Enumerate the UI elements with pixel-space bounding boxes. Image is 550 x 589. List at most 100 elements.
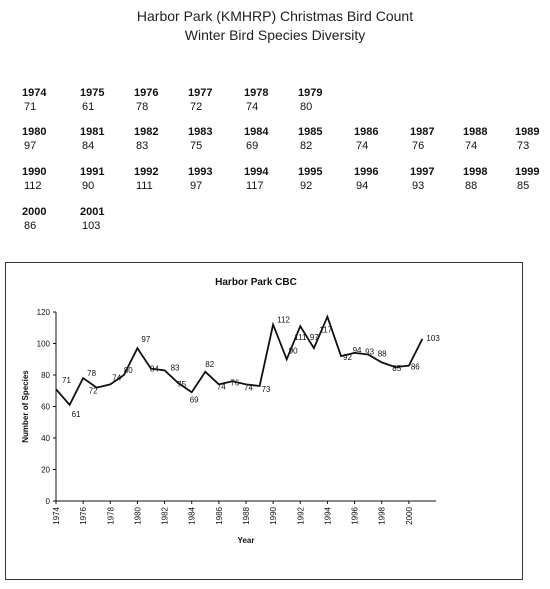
- year-cell: 1979 80: [298, 86, 358, 114]
- species-count: 86: [24, 220, 37, 232]
- species-count: 74: [246, 101, 259, 113]
- data-label: 90: [289, 346, 298, 355]
- year-cell: 1988 74: [463, 125, 523, 153]
- species-count: 97: [190, 180, 203, 192]
- species-count: 82: [300, 140, 313, 152]
- year-cell: 1998 88: [463, 165, 523, 193]
- year-cell: 1997 93: [410, 165, 470, 193]
- data-label: 73: [262, 385, 271, 394]
- year-label: 1994: [244, 166, 269, 178]
- data-label: 78: [87, 369, 96, 378]
- species-count: 69: [246, 140, 259, 152]
- x-tick-label: 1984: [188, 506, 197, 524]
- year-cell: 1974 71: [22, 86, 82, 114]
- data-label: 84: [150, 365, 159, 374]
- year-label: 1992: [134, 166, 159, 178]
- y-tick-label: 120: [37, 308, 51, 317]
- year-cell: 1991 90: [80, 165, 140, 193]
- y-tick-label: 0: [46, 497, 51, 506]
- year-label: 1974: [22, 87, 47, 99]
- y-tick-label: 20: [41, 466, 50, 475]
- species-count: 74: [356, 140, 369, 152]
- y-tick-label: 60: [41, 403, 50, 412]
- x-tick-label: 1990: [269, 506, 278, 524]
- data-label: 103: [426, 334, 440, 343]
- year-cell: 1992 111: [134, 165, 194, 193]
- species-count: 97: [24, 140, 37, 152]
- x-tick-label: 1988: [242, 506, 251, 524]
- year-label: 1996: [354, 166, 379, 178]
- x-tick-label: 1982: [161, 506, 170, 524]
- data-label: 61: [72, 410, 81, 419]
- data-label: 112: [277, 316, 290, 325]
- year-cell: 1993 97: [188, 165, 248, 193]
- species-count: 112: [24, 180, 42, 192]
- year-label: 1997: [410, 166, 435, 178]
- data-label: 74: [217, 382, 226, 391]
- data-label: 97: [141, 335, 150, 344]
- year-label: 1977: [188, 87, 213, 99]
- data-label: 86: [411, 363, 420, 372]
- series-line: [55, 314, 424, 407]
- data-label: 92: [343, 353, 352, 362]
- chart-frame: Harbor Park CBC 0 20 40 60 80 100 120 1974 1976 19…: [5, 262, 523, 580]
- species-count: 85: [517, 180, 530, 192]
- year-label: 1976: [134, 87, 159, 99]
- year-cell: 1994 117: [244, 165, 304, 193]
- year-label: 1999: [515, 166, 540, 178]
- chart-title: Harbor Park CBC: [215, 277, 297, 288]
- species-count: 94: [356, 180, 369, 192]
- year-label: 2001: [80, 206, 105, 218]
- species-count: 75: [190, 140, 203, 152]
- data-label: 94: [353, 346, 362, 355]
- year-cell: 1985 82: [298, 125, 358, 153]
- species-count: 111: [136, 180, 153, 192]
- year-cell: 1986 74: [354, 125, 414, 153]
- species-count: 72: [190, 101, 203, 113]
- x-tick-label: 1974: [52, 506, 61, 524]
- species-count: 61: [82, 101, 95, 113]
- year-cell: 1981 84: [80, 125, 140, 153]
- year-cell: 1982 83: [134, 125, 194, 153]
- species-count: 76: [412, 140, 425, 152]
- species-count: 93: [412, 180, 425, 192]
- year-label: 1978: [244, 87, 269, 99]
- year-label: 1983: [188, 126, 213, 138]
- data-label: 76: [230, 378, 239, 387]
- year-cell: 1987 76: [410, 125, 470, 153]
- data-label: 80: [124, 366, 133, 375]
- page-subtitle: Winter Bird Species Diversity: [184, 27, 366, 43]
- page-title: Harbor Park (KMHRP) Christmas Bird Count: [136, 8, 414, 24]
- data-label: 117: [319, 326, 332, 335]
- year-cell: 1975 61: [80, 86, 140, 114]
- y-tick-label: 80: [41, 371, 50, 380]
- year-label: 1981: [80, 126, 105, 138]
- year-cell: 2000 86: [22, 205, 82, 233]
- year-label: 1984: [244, 126, 269, 138]
- year-cell: 1976 78: [134, 86, 194, 114]
- species-count: 78: [136, 101, 149, 113]
- y-axis-label: Number of Species: [21, 370, 30, 443]
- year-label: 1993: [188, 166, 213, 178]
- line-chart: Harbor Park CBC 0 20 40 60 80 100 120 1974 1976 19…: [21, 277, 440, 545]
- species-count: 83: [136, 140, 149, 152]
- year-label: 1988: [463, 126, 488, 138]
- year-label: 1990: [22, 166, 47, 178]
- x-tick-label: 1986: [215, 506, 224, 524]
- species-count: 71: [24, 101, 37, 113]
- species-count: 74: [465, 140, 478, 152]
- year-cell: 1984 69: [244, 125, 304, 153]
- year-cell: 1999 85: [515, 165, 550, 193]
- year-label: 2000: [22, 206, 47, 218]
- y-tick-label: 40: [41, 434, 50, 443]
- year-label: 1979: [298, 87, 323, 99]
- data-label: 74: [112, 373, 121, 382]
- year-cell: 1995 92: [298, 165, 358, 193]
- year-label: 1985: [298, 126, 323, 138]
- data-label: 72: [89, 387, 98, 396]
- year-label: 1989: [515, 126, 540, 138]
- data-label: 85: [392, 364, 401, 373]
- x-tick-label: 1996: [351, 506, 360, 524]
- data-label: 111: [294, 333, 307, 342]
- species-count: 88: [465, 180, 478, 192]
